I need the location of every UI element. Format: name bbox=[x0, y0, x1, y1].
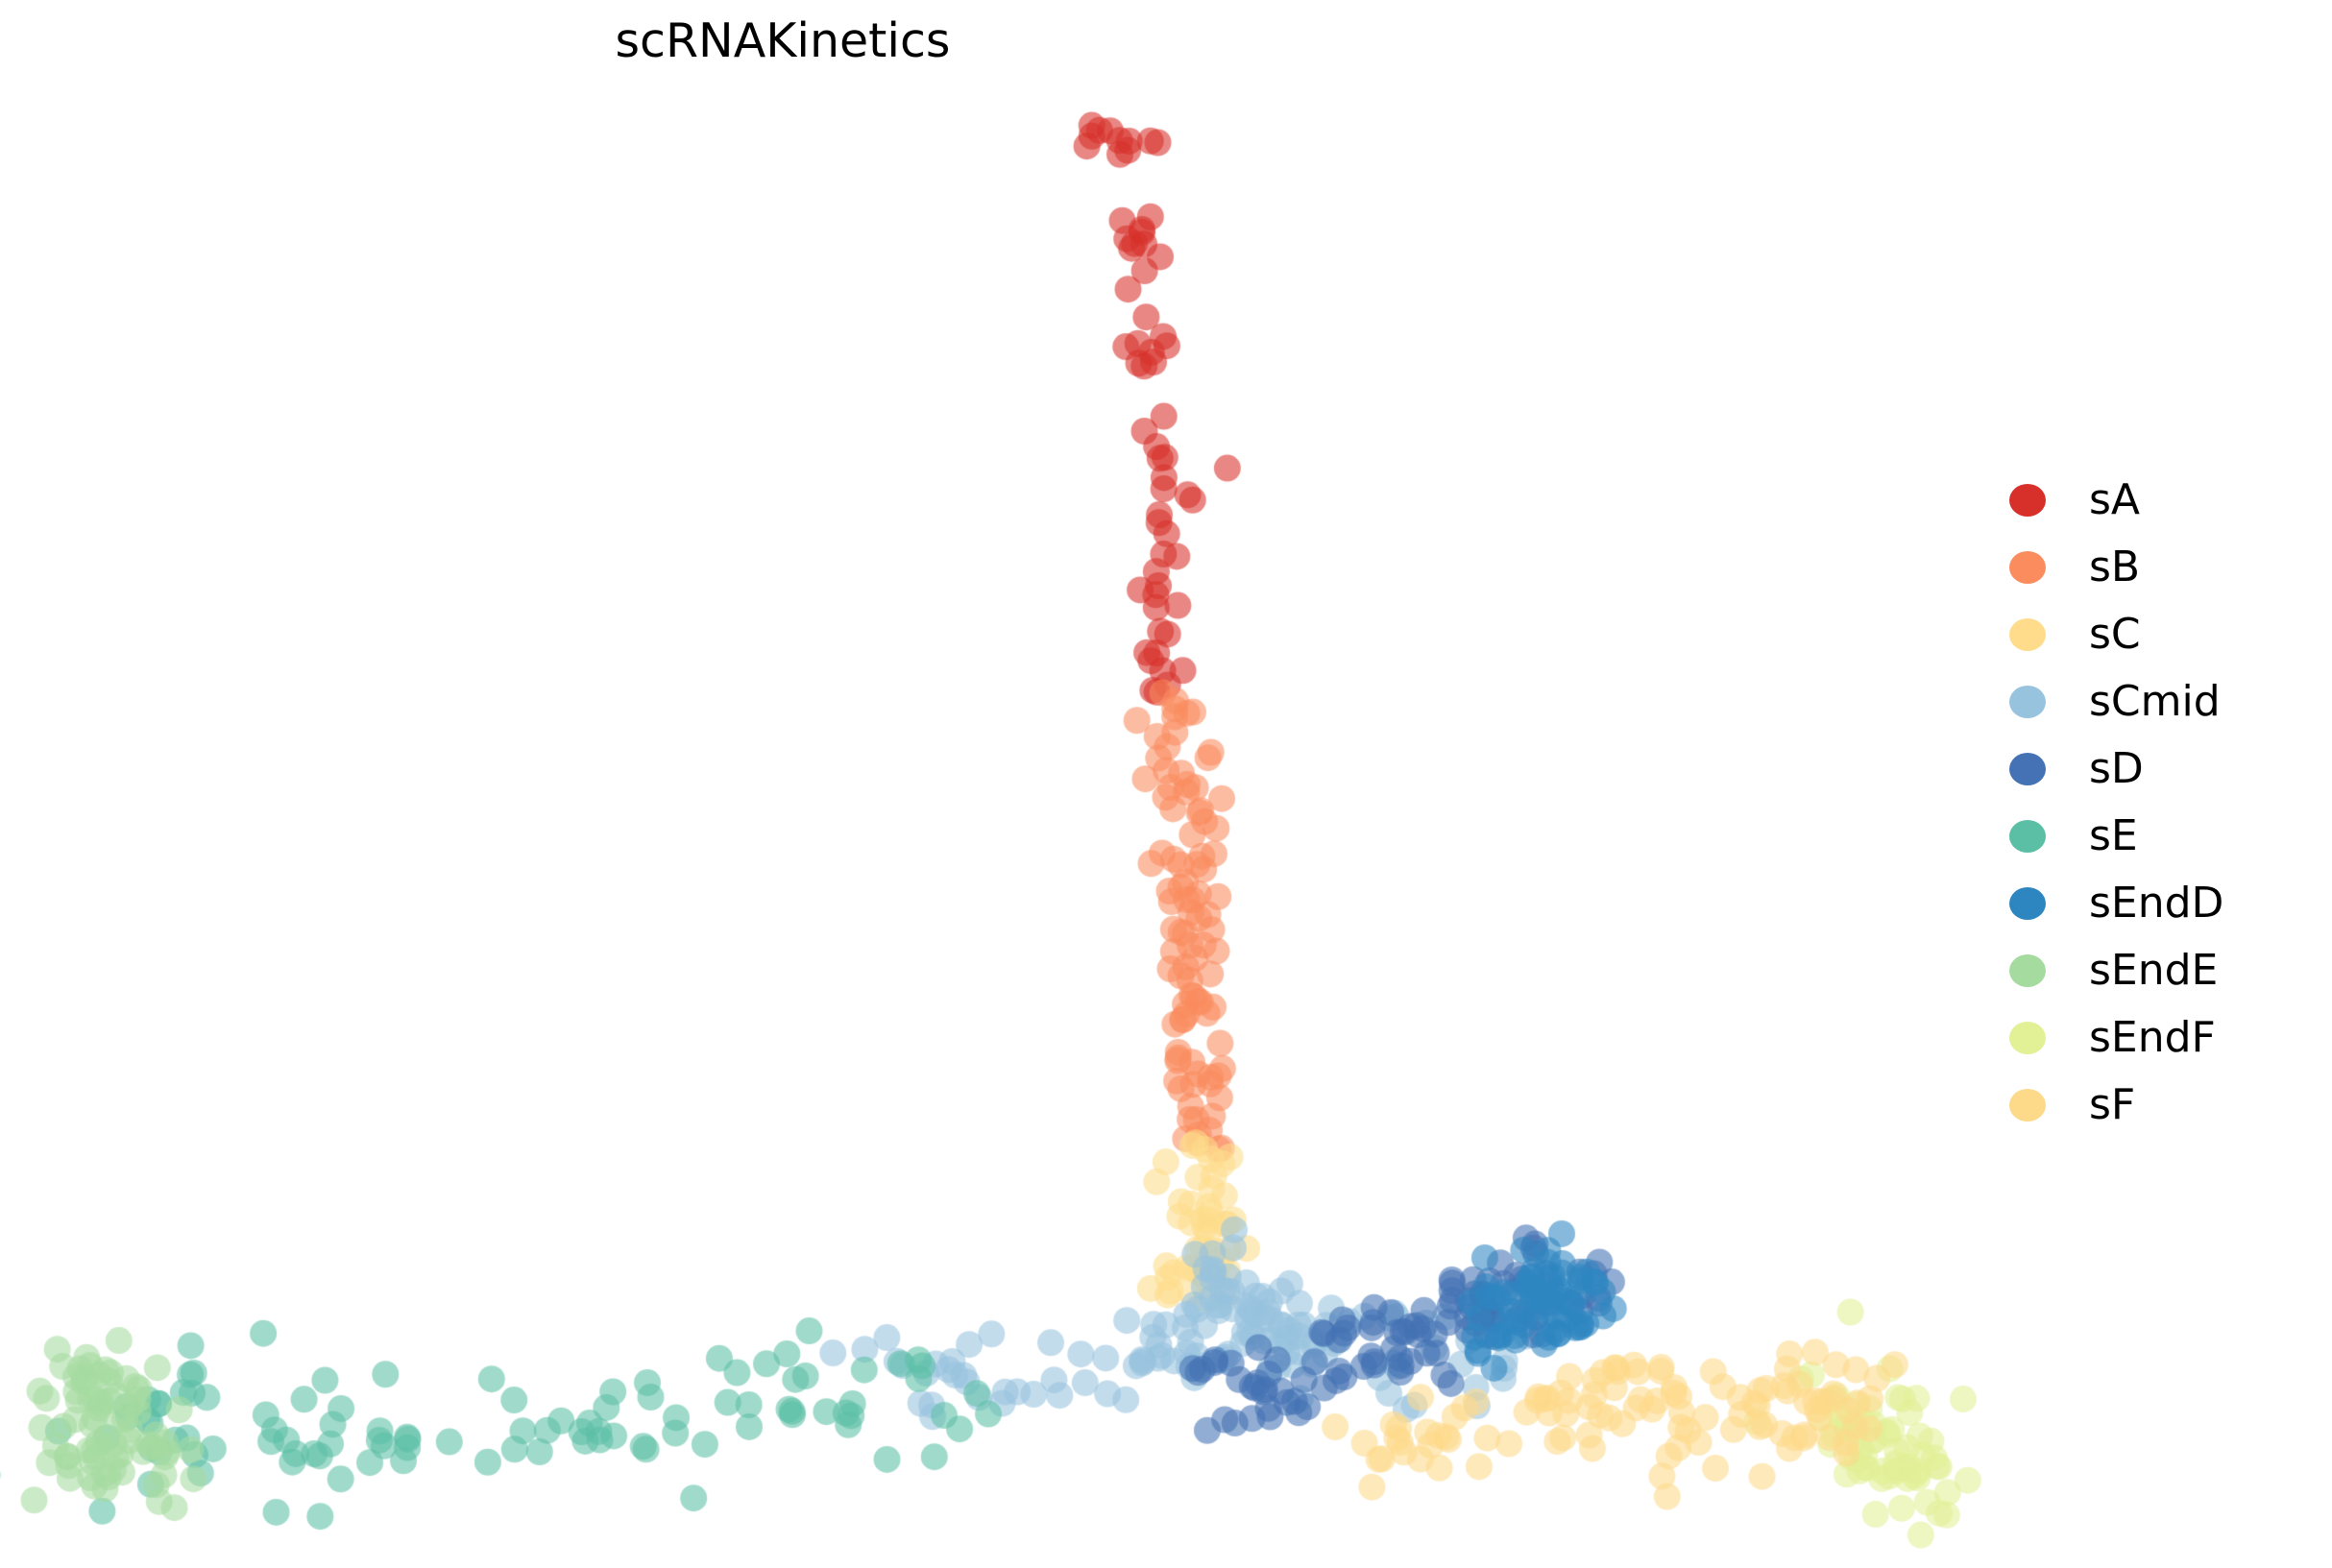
legend-swatch-icon bbox=[2009, 887, 2046, 920]
legend-swatch-icon bbox=[2009, 954, 2046, 987]
legend-swatch-icon bbox=[2009, 753, 2046, 785]
legend-swatch-icon bbox=[2009, 1089, 2046, 1122]
legend-item-sendf[interactable]: sEndF bbox=[2009, 1004, 2326, 1072]
legend-item-sende[interactable]: sEndE bbox=[2009, 937, 2326, 1004]
legend: sA sB sC sCmid sD sE sEndD sEndE sEndF sF bbox=[2009, 467, 2326, 1139]
legend-item-sa[interactable]: sA bbox=[2009, 467, 2326, 534]
legend-item-label: sEndF bbox=[2089, 1013, 2216, 1062]
legend-item-label: sCmid bbox=[2089, 677, 2221, 726]
legend-item-se[interactable]: sE bbox=[2009, 803, 2326, 870]
legend-item-sb[interactable]: sB bbox=[2009, 534, 2326, 601]
legend-item-label: sEndE bbox=[2089, 946, 2219, 995]
legend-item-scmid[interactable]: sCmid bbox=[2009, 668, 2326, 736]
legend-item-label: sD bbox=[2089, 744, 2144, 793]
legend-item-sf[interactable]: sF bbox=[2009, 1072, 2326, 1139]
legend-swatch-icon bbox=[2009, 1022, 2046, 1054]
legend-item-sc[interactable]: sC bbox=[2009, 601, 2326, 668]
legend-swatch-icon bbox=[2009, 820, 2046, 853]
legend-swatch-icon bbox=[2009, 551, 2046, 584]
legend-item-sendd[interactable]: sEndD bbox=[2009, 870, 2326, 937]
legend-item-label: sF bbox=[2089, 1080, 2136, 1129]
legend-item-label: sB bbox=[2089, 543, 2141, 591]
legend-item-sd[interactable]: sD bbox=[2009, 736, 2326, 803]
legend-item-label: sE bbox=[2089, 811, 2138, 860]
legend-item-label: sA bbox=[2089, 475, 2141, 524]
legend-item-label: sEndD bbox=[2089, 879, 2224, 928]
legend-swatch-icon bbox=[2009, 618, 2046, 651]
legend-swatch-icon bbox=[2009, 484, 2046, 517]
legend-swatch-icon bbox=[2009, 686, 2046, 718]
legend-item-label: sC bbox=[2089, 610, 2141, 659]
